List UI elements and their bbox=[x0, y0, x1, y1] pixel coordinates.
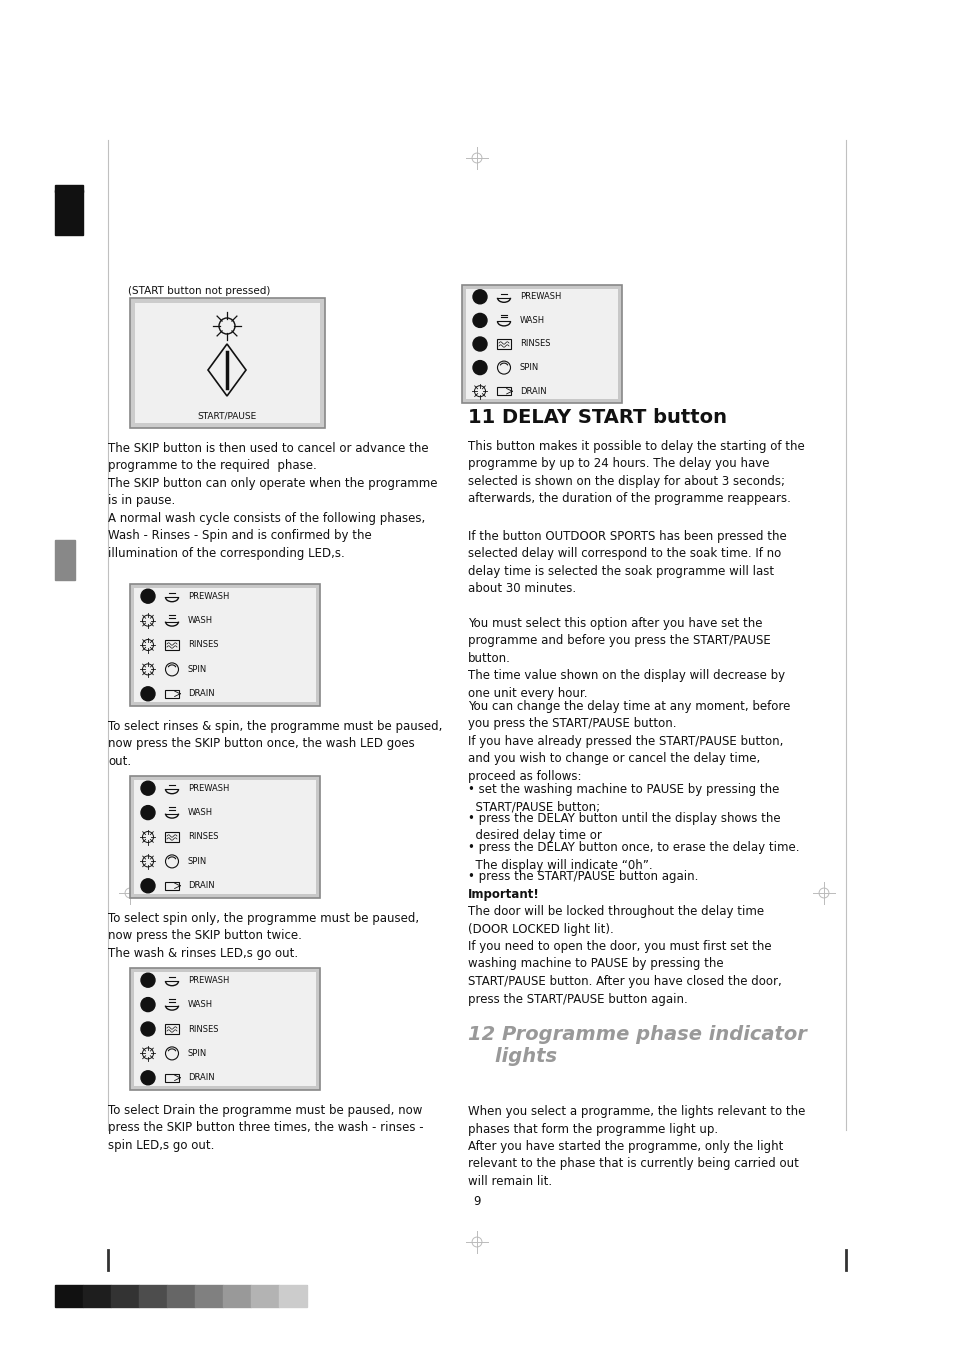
Bar bbox=[167, 1285, 194, 1307]
Text: PREWASH: PREWASH bbox=[188, 784, 229, 792]
Text: RINSES: RINSES bbox=[519, 339, 550, 348]
Circle shape bbox=[141, 806, 154, 819]
Text: To select spin only, the programme must be paused,
now press the SKIP button twi: To select spin only, the programme must … bbox=[108, 913, 418, 960]
Text: WASH: WASH bbox=[519, 316, 544, 325]
Bar bbox=[278, 1285, 307, 1307]
Circle shape bbox=[473, 290, 486, 304]
Circle shape bbox=[473, 313, 486, 328]
Bar bbox=[130, 298, 325, 428]
Bar bbox=[133, 972, 315, 1085]
Bar bbox=[55, 185, 83, 192]
Text: You can change the delay time at any moment, before
you press the START/PAUSE bu: You can change the delay time at any mom… bbox=[468, 701, 789, 783]
Bar bbox=[55, 540, 75, 580]
Bar bbox=[165, 690, 179, 698]
Bar bbox=[165, 640, 179, 649]
Bar bbox=[55, 1285, 83, 1307]
Bar bbox=[165, 882, 179, 890]
Circle shape bbox=[141, 998, 154, 1011]
Bar bbox=[130, 968, 319, 1089]
Text: SPIN: SPIN bbox=[188, 857, 207, 865]
Text: WASH: WASH bbox=[188, 1000, 213, 1008]
Circle shape bbox=[141, 782, 154, 795]
Text: PREWASH: PREWASH bbox=[519, 293, 560, 301]
Text: 12 Programme phase indicator
    lights: 12 Programme phase indicator lights bbox=[468, 1025, 806, 1067]
Bar bbox=[133, 780, 315, 894]
Text: • press the DELAY button once, to erase the delay time.
  The display will indic: • press the DELAY button once, to erase … bbox=[468, 841, 799, 872]
Circle shape bbox=[141, 687, 154, 701]
Text: The door will be locked throughout the delay time
(DOOR LOCKED light lit).
If yo: The door will be locked throughout the d… bbox=[468, 904, 781, 1006]
Text: The SKIP button is then used to cancel or advance the
programme to the required : The SKIP button is then used to cancel o… bbox=[108, 441, 437, 560]
Text: • press the START/PAUSE button again.: • press the START/PAUSE button again. bbox=[468, 869, 698, 883]
Text: SPIN: SPIN bbox=[188, 1049, 207, 1058]
Bar bbox=[55, 190, 83, 235]
Circle shape bbox=[141, 879, 154, 892]
Text: DRAIN: DRAIN bbox=[188, 690, 214, 698]
Bar bbox=[165, 1073, 179, 1081]
Bar bbox=[83, 1285, 111, 1307]
Text: 11 DELAY START button: 11 DELAY START button bbox=[468, 408, 726, 427]
Bar bbox=[223, 1285, 251, 1307]
Text: SPIN: SPIN bbox=[519, 363, 538, 373]
Text: DRAIN: DRAIN bbox=[188, 882, 214, 890]
Text: • press the DELAY button until the display shows the
  desired delay time or: • press the DELAY button until the displ… bbox=[468, 811, 780, 842]
Text: SPIN: SPIN bbox=[188, 666, 207, 674]
Text: When you select a programme, the lights relevant to the
phases that form the pro: When you select a programme, the lights … bbox=[468, 1106, 804, 1135]
Text: DRAIN: DRAIN bbox=[188, 1073, 214, 1083]
Text: You must select this option after you have set the
programme and before you pres: You must select this option after you ha… bbox=[468, 617, 784, 701]
Bar bbox=[497, 387, 511, 396]
Circle shape bbox=[141, 1071, 154, 1085]
Bar bbox=[135, 302, 319, 423]
Text: WASH: WASH bbox=[188, 616, 213, 625]
Bar bbox=[497, 339, 511, 350]
Circle shape bbox=[141, 589, 154, 603]
Bar bbox=[165, 1025, 179, 1034]
Text: After you have started the programme, only the light
relevant to the phase that : After you have started the programme, on… bbox=[468, 1139, 798, 1188]
Text: To select rinses & spin, the programme must be paused,
now press the SKIP button: To select rinses & spin, the programme m… bbox=[108, 720, 442, 768]
Text: 9: 9 bbox=[473, 1195, 480, 1208]
Circle shape bbox=[473, 338, 486, 351]
Text: DRAIN: DRAIN bbox=[519, 386, 546, 396]
Bar bbox=[111, 1285, 139, 1307]
Text: RINSES: RINSES bbox=[188, 640, 218, 649]
Text: WASH: WASH bbox=[188, 809, 213, 817]
Bar bbox=[130, 776, 319, 898]
Text: RINSES: RINSES bbox=[188, 1025, 218, 1034]
Text: Important!: Important! bbox=[468, 888, 539, 900]
Bar bbox=[139, 1285, 167, 1307]
Text: RINSES: RINSES bbox=[188, 833, 218, 841]
Bar bbox=[165, 832, 179, 842]
Bar bbox=[133, 589, 315, 702]
Text: START/PAUSE: START/PAUSE bbox=[197, 412, 256, 420]
Text: This button makes it possible to delay the starting of the
programme by up to 24: This button makes it possible to delay t… bbox=[468, 440, 804, 505]
Text: To select Drain the programme must be paused, now
press the SKIP button three ti: To select Drain the programme must be pa… bbox=[108, 1104, 423, 1152]
Bar bbox=[130, 585, 319, 706]
Text: If the button OUTDOOR SPORTS has been pressed the
selected delay will correspond: If the button OUTDOOR SPORTS has been pr… bbox=[468, 531, 786, 595]
Bar bbox=[461, 285, 621, 404]
Circle shape bbox=[141, 1022, 154, 1035]
Bar bbox=[465, 289, 618, 400]
Bar bbox=[194, 1285, 223, 1307]
Text: • set the washing machine to PAUSE by pressing the
  START/PAUSE button;: • set the washing machine to PAUSE by pr… bbox=[468, 783, 779, 814]
Circle shape bbox=[141, 973, 154, 987]
Text: PREWASH: PREWASH bbox=[188, 976, 229, 984]
Bar bbox=[251, 1285, 278, 1307]
Text: PREWASH: PREWASH bbox=[188, 591, 229, 601]
Circle shape bbox=[473, 360, 486, 374]
Text: (START button not pressed): (START button not pressed) bbox=[128, 286, 270, 296]
